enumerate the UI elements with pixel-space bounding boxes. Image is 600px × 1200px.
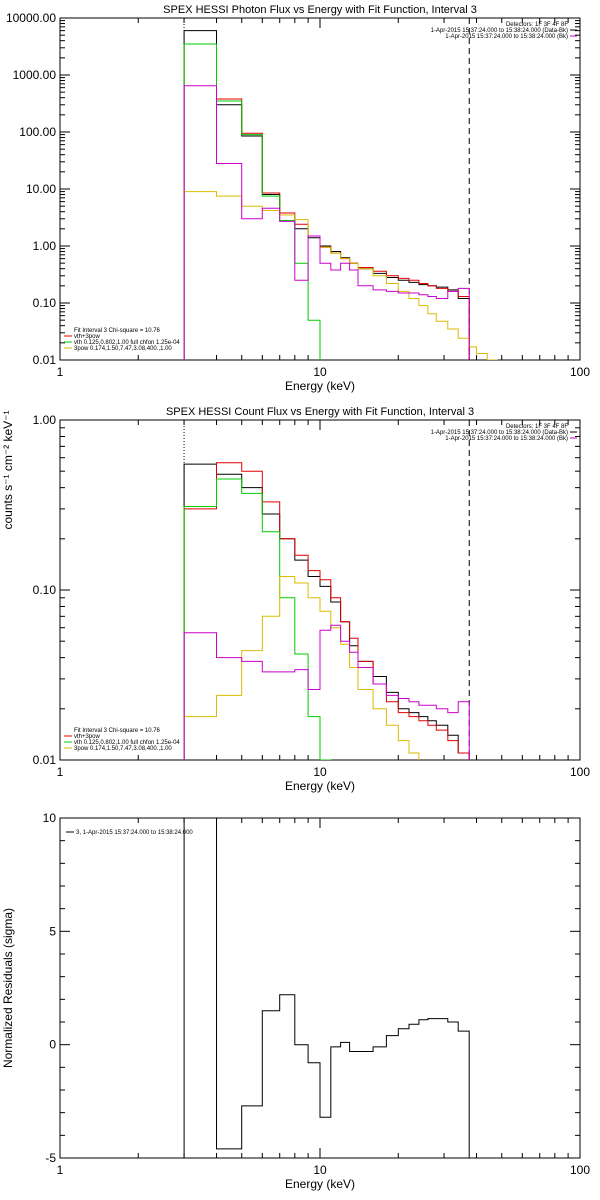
x-axis-label: Energy (keV) [285,1177,355,1191]
series-bk [183,85,470,360]
legend-top-entry: Detectors: 1F 3F 4F 8F [506,424,568,430]
x-axis-label: Energy (keV) [285,779,355,793]
series-data-bk [183,463,470,760]
series-bk [183,624,470,760]
series-vth-3pow [183,462,470,760]
y-tick-label: 100.00 [19,125,56,139]
y-tick-label: 0.10 [33,583,57,597]
legend-bottom-entry: vth 0.125,0.802,1.00 full chfon 1.25e-04 [74,340,180,346]
chart-title: SPEX HESSI Photon Flux vs Energy with Fi… [163,4,477,16]
x-tick-label: 10 [313,1163,327,1177]
legend-bottom-entry: vth+3pow [74,334,101,340]
x-axis-label: Energy (keV) [285,379,355,393]
plot-area [183,18,498,360]
series-vth-3pow [183,43,470,360]
y-tick-label: 10000.00 [6,11,56,25]
x-tick-label: 1 [57,765,64,779]
legend-bottom-entry: 3pow 0.174,1.50,7.47,3.08,400.,1.00 [74,746,172,752]
plot-area [183,818,470,1158]
chart-panel-2: SPEX HESSI Count Flux vs Energy with Fit… [1,406,590,793]
legend-bottom-entry: Fit Interval 3 Chi-square = 10.76 [74,328,161,334]
plot-frame [59,419,581,761]
legend-top-entry: 1-Apr-2015 15:37:24.000 to 15:38:24.000 … [431,430,568,436]
y-tick-label: 10.00 [26,182,56,196]
chart-title: SPEX HESSI Count Flux vs Energy with Fit… [166,406,474,418]
legend-entry: 3, 1-Apr-2015 15:37:24.000 to 15:38:24.0… [76,830,193,836]
x-tick-label: 1 [57,1163,64,1177]
x-tick-label: 1 [57,365,64,379]
y-tick-label: 1.00 [33,413,57,427]
y-tick-label: 0.10 [33,296,57,310]
y-tick-label: -5 [45,1151,56,1165]
y-tick-label: 1.00 [33,239,57,253]
y-tick-label: 10 [43,811,57,825]
y-tick-label: 5 [49,924,56,938]
series-vth [183,43,321,360]
legend-bottom-entry: Fit Interval 3 Chi-square = 10.76 [74,728,161,734]
legend-bottom-entry: vth 0.125,0.802,1.00 full chfon 1.25e-04 [74,740,180,746]
y-tick-label: 1000.00 [13,68,57,82]
legend-bottom-entry: vth+3pow [74,734,101,740]
chart-panel-1: SPEX HESSI Photon Flux vs Energy with Fi… [6,4,590,393]
series-3-1-apr-2015-15-37-24-000-to-15-38-24-000 [183,818,470,1158]
x-tick-label: 10 [313,365,327,379]
x-tick-label: 10 [313,765,327,779]
x-tick-label: 100 [570,765,590,779]
legend-top-entry: 1-Apr-2015 15:37:24.000 to 15:38:24.000 … [445,436,568,442]
legend-top-entry: Detectors: 1F 3F 4F 8F [506,22,568,28]
plot-area [183,420,470,760]
legend-top-entry: 1-Apr-2015 15:37:24.000 to 15:38:24.000 … [445,34,568,40]
chart-panel-3: 1 10 100 Energy (keV) -5 0 5 10 Normalized Resid… [1,811,590,1191]
series-3pow [183,191,498,360]
x-tick-label: 100 [570,365,590,379]
x-tick-label: 100 [570,1163,590,1177]
series-vth [183,478,332,760]
y-tick-label: 0.01 [33,353,57,367]
y-tick-label: 0 [49,1038,56,1052]
y-axis-label: counts s⁻¹ cm⁻² keV⁻¹ [1,410,15,529]
plot-frame [59,17,581,361]
legend-top-entry: 1-Apr-2015 15:37:24.000 to 15:38:24.000 … [431,28,568,34]
y-tick-label: 0.01 [33,753,57,767]
legend-bottom-entry: 3pow 0.174,1.50,7.47,3.08,400.,1.00 [74,346,172,352]
y-axis-label: Normalized Residuals (sigma) [1,908,15,1068]
